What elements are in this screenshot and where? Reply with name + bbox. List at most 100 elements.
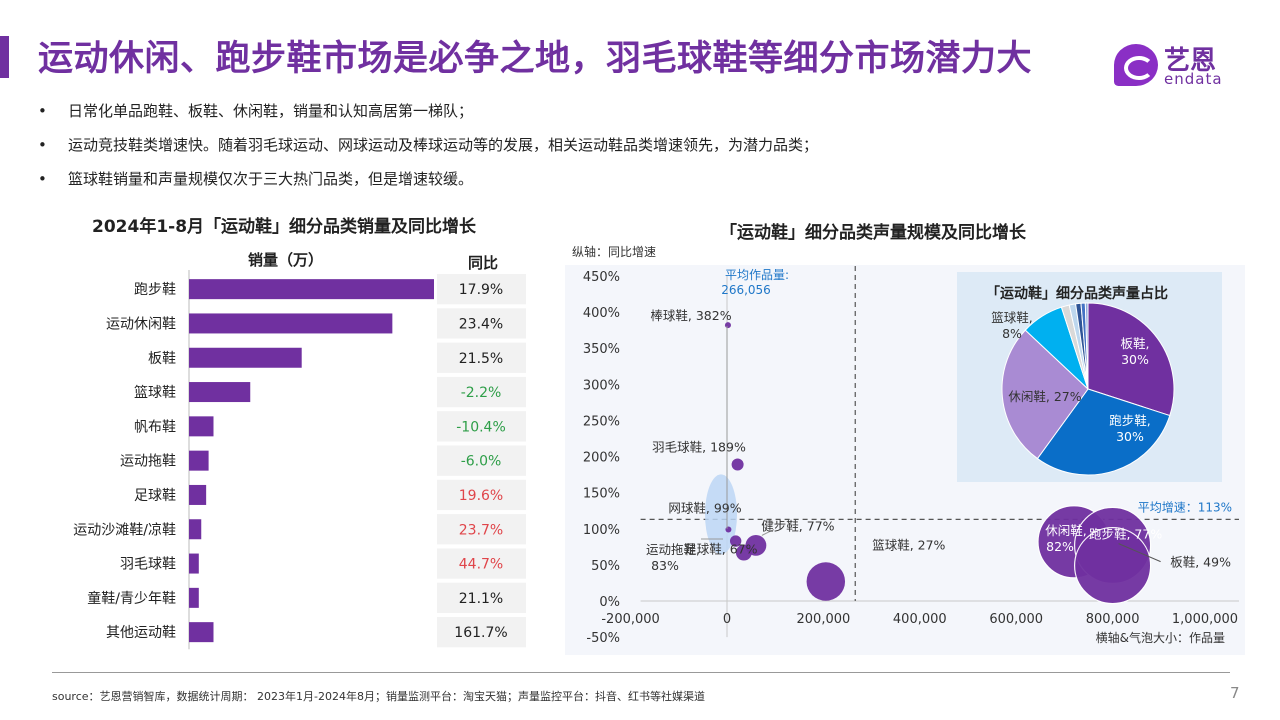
sales-bar (189, 553, 199, 574)
avg-volume-label: 平均作品量: (725, 268, 789, 282)
yoy-cell (437, 411, 526, 442)
category-label: 帆布鞋 (134, 419, 176, 435)
category-label: 其他运动鞋 (106, 625, 176, 641)
sales-bar-chart: 跑步鞋 17.9% 运动休闲鞋 23.4% 板鞋 21.5% 篮球鞋 -2.2% 帆布鞋 -10.… (73, 270, 526, 650)
yoy-value: 23.4% (459, 316, 503, 332)
category-bubble (725, 526, 732, 533)
y-tick-label: 350% (583, 342, 620, 357)
voice-chart-title: 「运动鞋」细分品类声量规模及同比增长 (720, 223, 1026, 243)
sales-bar (189, 587, 199, 608)
finding-item: 运动竞技鞋类增速快。随着羽毛球运动、网球运动及棒球运动等的发展，相关运动鞋品类增… (38, 132, 818, 166)
yoy-value: -2.2% (461, 385, 502, 401)
sales-chart-title: 2024年1-8月「运动鞋」细分品类销量及同比增长 (92, 217, 477, 237)
pie-label-value: 30% (1121, 352, 1149, 367)
yoy-column-header: 同比 (468, 254, 499, 272)
pie-label: 篮球鞋, (991, 310, 1032, 325)
sales-bar (189, 450, 209, 471)
y-tick-label: 150% (583, 487, 620, 502)
highlight-ellipse (705, 474, 737, 555)
pie-slice (1001, 329, 1089, 460)
category-label: 童鞋/青少年鞋 (87, 590, 176, 607)
bubble-label: 板鞋, 49% (1170, 555, 1231, 570)
sales-bar (189, 519, 202, 540)
pie-label: 板鞋, (1121, 336, 1150, 351)
bubble-label: 足球鞋, 67% (684, 542, 757, 557)
x-tick-label: 800,000 (1086, 612, 1140, 627)
x-axis-title: 横轴&气泡大小：作品量 (1096, 630, 1225, 645)
sales-bar (189, 313, 393, 334)
category-bubble (1073, 527, 1152, 605)
pie-slice (1084, 302, 1089, 390)
pie-label-value: 8% (1002, 326, 1022, 341)
yoy-cell (437, 445, 526, 476)
category-bubble (724, 322, 731, 329)
page-number: 7 (1230, 684, 1240, 702)
yoy-cell (437, 617, 526, 648)
sales-bar (189, 622, 214, 643)
endata-logo-icon (1114, 44, 1158, 86)
category-label: 篮球鞋 (134, 385, 176, 401)
category-label: 运动沙滩鞋/凉鞋 (73, 522, 176, 538)
yoy-cell (437, 376, 526, 408)
y-tick-label: 450% (583, 270, 620, 285)
category-label: 板鞋 (148, 351, 176, 367)
pie-title: 「运动鞋」细分品类声量占比 (986, 285, 1168, 302)
avg-growth-label: 平均增速：113% (1138, 500, 1232, 514)
sales-bar (189, 382, 251, 403)
yoy-value: 161.7% (454, 625, 507, 641)
page-title: 运动休闲、跑步鞋市场是必争之地，羽毛球鞋等细分市场潜力大 (38, 39, 1033, 79)
x-tick-label: -200,000 (601, 612, 659, 627)
logo-cn-text: 艺恩 (1164, 46, 1217, 76)
y-axis-title: 纵轴：同比增速 (572, 244, 656, 259)
yoy-value: 44.7% (459, 557, 503, 573)
sales-bar (189, 347, 302, 368)
title-accent-bar (0, 36, 9, 78)
y-tick-label: -50% (586, 631, 620, 646)
pie-slice (1036, 388, 1171, 476)
leader-line (761, 528, 775, 536)
yoy-value: 17.9% (459, 282, 503, 298)
bubble-label: 健步鞋, 77% (761, 518, 834, 533)
x-tick-label: 0 (723, 612, 731, 627)
category-bubble (731, 458, 744, 471)
y-tick-label: 200% (583, 451, 620, 466)
bubble-label: 棒球鞋, 382% (650, 308, 731, 323)
category-label: 羽毛球鞋 (120, 557, 176, 573)
bubble-label: 跑步鞋, 77% (1089, 526, 1162, 541)
sales-bar (189, 416, 214, 437)
footer-divider (52, 672, 1230, 673)
bubble-label: 篮球鞋, 27% (872, 538, 945, 553)
y-tick-label: 300% (583, 378, 620, 393)
pie-label-value: 30% (1116, 429, 1144, 444)
y-tick-label: 250% (583, 414, 620, 429)
pie-label: 跑步鞋, (1109, 413, 1150, 428)
endata-logo: 艺恩 endata (1114, 40, 1244, 90)
yoy-cell (437, 308, 526, 339)
category-label: 足球鞋 (134, 488, 176, 504)
category-label: 运动休闲鞋 (106, 316, 176, 332)
pie-slice (1087, 302, 1175, 417)
category-label: 跑步鞋 (134, 282, 176, 298)
key-findings-list: 日常化单品跑鞋、板鞋、休闲鞋，销量和认知高居第一梯队； 运动竞技鞋类增速快。随着… (38, 98, 818, 200)
sales-column-header: 销量（万） (248, 251, 324, 269)
x-tick-label: 1,000,000 (1172, 612, 1238, 627)
category-bubble (735, 544, 752, 561)
yoy-value: 21.1% (459, 591, 503, 607)
bubble-label-value: 83% (651, 558, 679, 573)
source-note: source：艺恩营销智库，数据统计周期： 2023年1月-2024年8月；销量… (52, 690, 705, 703)
x-tick-label: 600,000 (989, 612, 1043, 627)
sales-bar (189, 484, 207, 505)
sales-bar (189, 279, 434, 300)
yoy-cell (437, 274, 526, 305)
yoy-cell (437, 514, 526, 545)
y-tick-label: 100% (583, 523, 620, 538)
yoy-value: 19.6% (459, 488, 503, 504)
yoy-value: 21.5% (459, 351, 503, 367)
leader-line (1118, 543, 1161, 563)
category-bubble (806, 562, 846, 601)
y-tick-label: 400% (583, 306, 620, 321)
bubble-label: 休闲鞋, (1045, 523, 1086, 538)
y-tick-label: 50% (591, 559, 620, 574)
yoy-cell (437, 479, 526, 511)
yoy-value: -6.0% (461, 454, 502, 470)
